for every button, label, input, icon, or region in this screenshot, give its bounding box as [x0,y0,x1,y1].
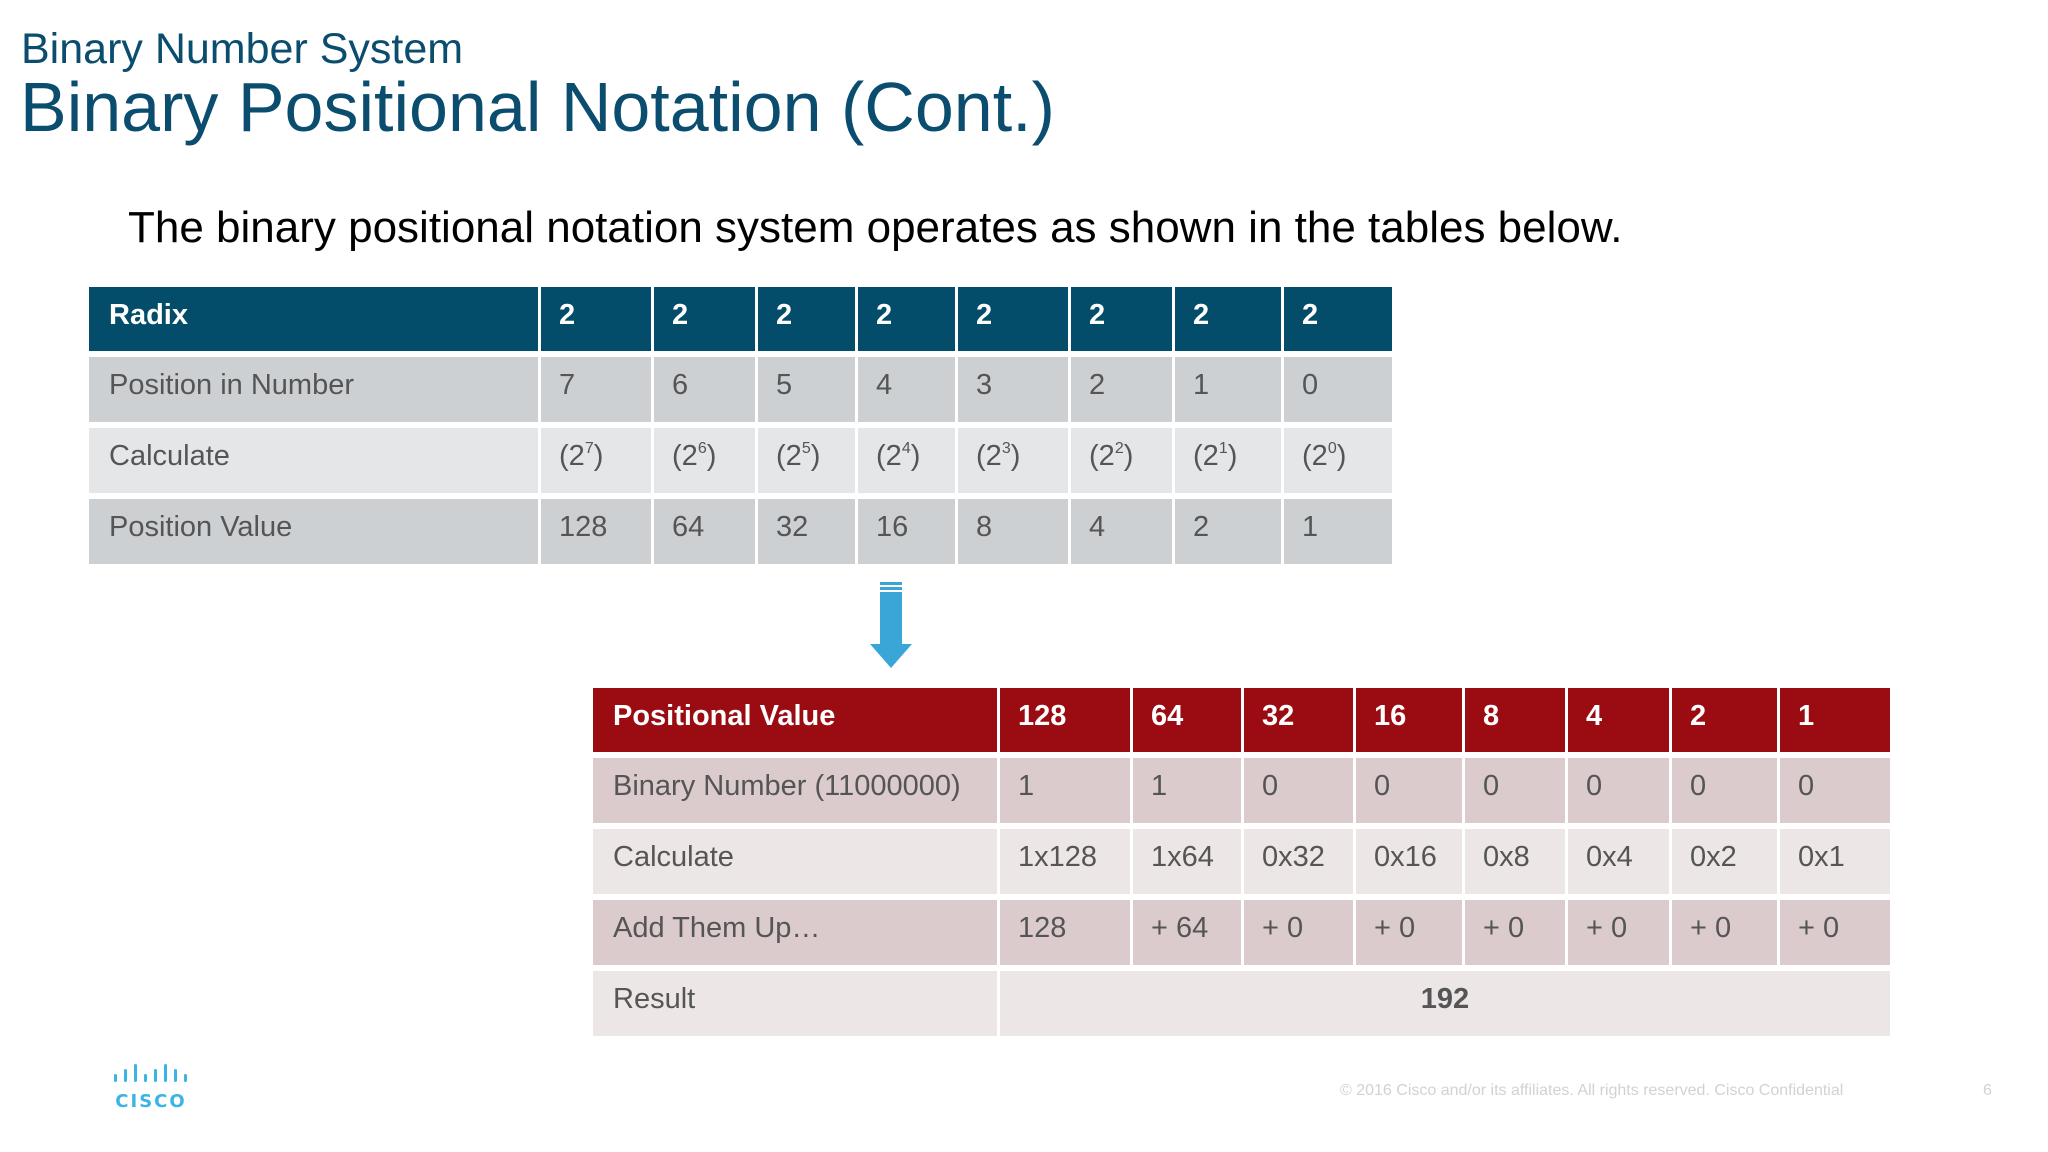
slide-subtitle: Binary Number System [21,25,464,73]
table-cell: 0 [1672,758,1777,823]
row-label: Binary Number (11000000) [593,758,997,823]
table-cell: 1 [1000,758,1130,823]
table-cell: 1x128 [1000,829,1130,894]
table-cell: 0 [1465,758,1565,823]
positional-value-table: Positional Value 128 64 32 16 8 4 2 1 Bi… [590,688,1893,1036]
intro-text: The binary positional notation system op… [128,203,1623,252]
positional-header-cell: 8 [1465,688,1565,752]
positional-header-cell: 4 [1568,688,1669,752]
positional-header-cell: 2 [1672,688,1777,752]
table-cell: 16 [858,499,955,564]
table-cell: 32 [758,499,855,564]
table-cell: 0x32 [1244,829,1353,894]
table-row: Position in Number 7 6 5 4 3 2 1 0 [89,357,1392,422]
radix-header-cell: 2 [541,287,651,351]
table-row: Calculate (27) (26) (25) (24) (23) (22) … [89,428,1392,493]
positional-header-cell: 128 [1000,688,1130,752]
power-cell: (24) [858,428,955,493]
table-cell: 0 [1244,758,1353,823]
positional-header-label: Positional Value [593,688,997,752]
table-row: Position Value 128 64 32 16 8 4 2 1 [89,499,1392,564]
table-cell: 1 [1133,758,1241,823]
table-cell: 4 [858,357,955,422]
radix-header-cell: 2 [654,287,755,351]
table-cell: + 0 [1672,900,1777,965]
table-cell: 0 [1780,758,1890,823]
radix-header-cell: 2 [858,287,955,351]
table-cell: + 0 [1568,900,1669,965]
positional-header-row: Positional Value 128 64 32 16 8 4 2 1 [593,688,1890,752]
page-number: 6 [1983,1082,1992,1099]
table-cell: 0 [1356,758,1462,823]
table-cell: 8 [958,499,1068,564]
table-cell: 4 [1071,499,1172,564]
radix-header-row: Radix 2 2 2 2 2 2 2 2 [89,287,1392,351]
radix-header-cell: 2 [758,287,855,351]
row-label: Position Value [89,499,538,564]
positional-header-cell: 16 [1356,688,1462,752]
positional-header-cell: 32 [1244,688,1353,752]
table-cell: 2 [1071,357,1172,422]
row-label: Calculate [89,428,538,493]
power-cell: (26) [654,428,755,493]
power-cell: (20) [1284,428,1392,493]
radix-header-cell: 2 [1175,287,1281,351]
table-cell: 128 [1000,900,1130,965]
cisco-logo-icon: CISCO [114,1064,187,1112]
positional-header-cell: 1 [1780,688,1890,752]
table-cell: 5 [758,357,855,422]
positional-header-cell: 64 [1133,688,1241,752]
copyright-text: © 2016 Cisco and/or its affiliates. All … [1340,1082,1844,1099]
power-cell: (21) [1175,428,1281,493]
radix-table: Radix 2 2 2 2 2 2 2 2 Position in Number… [86,287,1395,564]
radix-header-label: Radix [89,287,538,351]
table-cell: 128 [541,499,651,564]
table-cell: + 0 [1780,900,1890,965]
table-cell: 64 [654,499,755,564]
result-row: Result 192 [593,971,1890,1036]
radix-header-cell: 2 [1284,287,1392,351]
logo-text: CISCO [115,1091,186,1112]
result-value: 192 [1000,971,1890,1036]
table-row: Add Them Up… 128 + 64 + 0 + 0 + 0 + 0 + … [593,900,1890,965]
power-cell: (22) [1071,428,1172,493]
row-label: Calculate [593,829,997,894]
table-cell: 0x2 [1672,829,1777,894]
table-cell: 0x1 [1780,829,1890,894]
table-cell: 1 [1175,357,1281,422]
radix-header-cell: 2 [958,287,1068,351]
row-label: Add Them Up… [593,900,997,965]
table-cell: 0x16 [1356,829,1462,894]
table-cell: 3 [958,357,1068,422]
table-cell: 2 [1175,499,1281,564]
table-cell: 0x4 [1568,829,1669,894]
table-cell: 1 [1284,499,1392,564]
table-row: Binary Number (11000000) 1 1 0 0 0 0 0 0 [593,758,1890,823]
power-cell: (23) [958,428,1068,493]
table-cell: + 0 [1356,900,1462,965]
table-cell: + 64 [1133,900,1241,965]
slide-title: Binary Positional Notation (Cont.) [20,68,1055,146]
power-cell: (27) [541,428,651,493]
table-cell: 0 [1284,357,1392,422]
table-cell: 7 [541,357,651,422]
table-cell: 1x64 [1133,829,1241,894]
table-cell: 0 [1568,758,1669,823]
table-cell: + 0 [1465,900,1565,965]
table-cell: 0x8 [1465,829,1565,894]
table-row: Calculate 1x128 1x64 0x32 0x16 0x8 0x4 0… [593,829,1890,894]
table-cell: + 0 [1244,900,1353,965]
power-cell: (25) [758,428,855,493]
table-cell: 6 [654,357,755,422]
radix-header-cell: 2 [1071,287,1172,351]
row-label: Position in Number [89,357,538,422]
down-arrow-icon [870,582,912,668]
row-label: Result [593,971,997,1036]
